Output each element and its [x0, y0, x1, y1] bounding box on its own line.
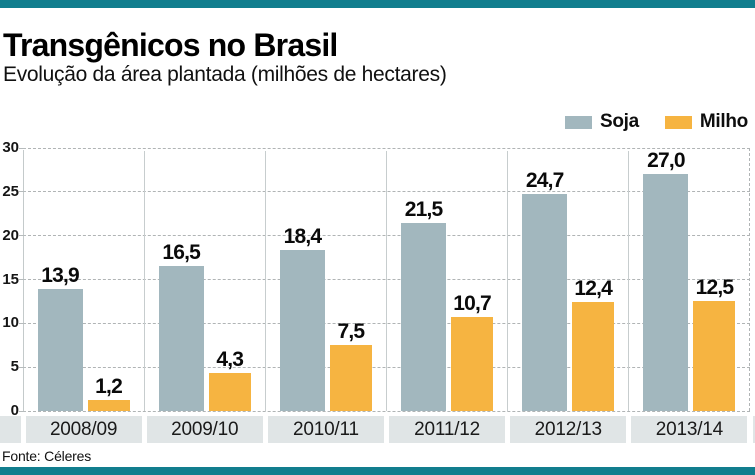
- bar-soja-2009/10: 16,5: [158, 241, 204, 411]
- milho-bar: [451, 317, 494, 411]
- y-tick-15: [19, 279, 26, 280]
- soja-bar: [401, 222, 447, 411]
- milho-bar: [329, 345, 372, 411]
- y-axis-line: [23, 150, 24, 411]
- band-seg-2012/13: [510, 416, 627, 443]
- y-tick-0: [19, 410, 26, 412]
- bar-value-label: 10,7: [453, 292, 491, 316]
- band-seg-2013/14: [631, 416, 748, 443]
- bar-group-2010/11: 18,4 7,5: [265, 148, 386, 411]
- milho-bar: [87, 400, 130, 411]
- legend-item-milho: Milho: [664, 111, 748, 133]
- bar-soja-2011/12: 21,5: [401, 198, 447, 411]
- bar-group-2011/12: 21,5 10,7: [387, 148, 508, 411]
- group-separator: [628, 151, 630, 411]
- band-seg-2009/10: [146, 416, 263, 443]
- bar-chart: 13,9 1,2 16,5 4,3 18,4 7,5 21,5 10,7 24,7 12,4 27,…: [0, 140, 755, 420]
- bar-soja-2008/09: 13,9: [37, 264, 83, 411]
- group-separator: [386, 151, 387, 411]
- legend-label-milho: Milho: [699, 111, 748, 132]
- bar-value-label: 27,0: [647, 149, 685, 173]
- y-tick-20: [19, 235, 26, 237]
- y-axis-label-10: 10: [2, 314, 19, 332]
- bar-value-label: 24,7: [525, 169, 564, 193]
- bar-value-label: 12,4: [574, 277, 613, 301]
- y-axis-label-0: 0: [10, 402, 19, 419]
- bar-milho-2012/13: 12,4: [572, 277, 615, 411]
- milho-swatch-icon: [664, 115, 692, 129]
- milho-bar: [693, 301, 736, 411]
- x-axis-label-2012/13: 2012/13: [534, 419, 602, 440]
- band-seg-2010/11: [267, 416, 384, 443]
- x-axis-label-2008/09: 2008/09: [49, 419, 118, 440]
- gridline-30: [23, 147, 750, 149]
- bar-milho-2008/09: 1,2: [87, 375, 130, 411]
- page-subtitle: Evolução da área plantada (milhões de he…: [3, 63, 447, 86]
- soja-bar: [522, 194, 568, 411]
- milho-bar: [572, 302, 615, 411]
- soja-bar: [37, 289, 83, 411]
- group-separator: [264, 151, 266, 411]
- bottom-rule: [0, 467, 755, 475]
- x-axis-label-2009/10: 2009/10: [171, 419, 239, 440]
- bar-soja-2012/13: 24,7: [522, 169, 568, 411]
- bar-value-label: 18,4: [283, 224, 322, 248]
- y-axis-label-30: 30: [2, 139, 19, 156]
- y-axis-label-5: 5: [10, 358, 19, 376]
- y-tick-30: [19, 147, 26, 149]
- milho-bar: [208, 373, 251, 411]
- y-tick-10: [19, 322, 26, 324]
- bar-milho-2011/12: 10,7: [451, 292, 494, 411]
- group-separator: [143, 151, 145, 411]
- bar-group-2012/13: 24,7 12,4: [508, 148, 629, 411]
- bar-milho-2009/10: 4,3: [208, 348, 251, 411]
- bar-value-label: 1,2: [95, 375, 123, 399]
- bar-value-label: 13,9: [41, 264, 79, 288]
- x-axis-label-2011/12: 2011/12: [414, 419, 481, 440]
- band-right-stub: [752, 416, 755, 443]
- category-band: 2008/09 2009/10 2010/11 2011/12 2012/13 2013/…: [0, 416, 755, 443]
- bar-value-label: 12,5: [695, 276, 734, 300]
- bar-group-2009/10: 16,5 4,3: [144, 148, 265, 411]
- y-tick-5: [19, 366, 26, 368]
- x-axis-label-2010/11: 2010/11: [292, 419, 359, 440]
- bar-value-label: 4,3: [216, 348, 244, 372]
- y-axis-label-25: 25: [2, 182, 19, 200]
- bar-value-label: 7,5: [337, 320, 366, 344]
- bar-soja-2010/11: 18,4: [279, 225, 325, 411]
- bar-milho-2013/14: 12,5: [693, 276, 736, 411]
- band-seg-2011/12: [389, 416, 506, 443]
- legend-item-soja: Soja: [564, 111, 639, 133]
- bar-milho-2010/11: 7,5: [329, 320, 372, 411]
- y-tick-25: [19, 191, 26, 193]
- y-axis-label-20: 20: [2, 226, 19, 244]
- group-separator: [507, 151, 509, 411]
- band-seg-2008/09: [25, 416, 142, 443]
- source-note: Fonte: Céleres: [2, 448, 92, 464]
- soja-bar: [279, 249, 325, 411]
- bar-soja-2013/14: 27,0: [643, 149, 689, 411]
- gridline-0: [23, 410, 750, 412]
- y-axis-label-15: 15: [2, 270, 19, 288]
- legend: Soja Milho: [564, 111, 748, 133]
- bar-group-2008/09: 13,9 1,2: [23, 148, 144, 411]
- page-title: Transgênicos no Brasil: [3, 27, 338, 63]
- x-axis-label-2013/14: 2013/14: [655, 419, 724, 440]
- plot-area: 13,9 1,2 16,5 4,3 18,4 7,5 21,5 10,7 24,7 12,4 27,…: [19, 147, 750, 412]
- top-rule: [0, 0, 755, 8]
- bar-group-2013/14: 27,0 12,5: [629, 148, 750, 411]
- bar-value-label: 16,5: [162, 241, 201, 265]
- soja-swatch-icon: [564, 115, 592, 129]
- legend-label-soja: Soja: [599, 111, 639, 132]
- soja-bar: [643, 174, 689, 411]
- soja-bar: [158, 266, 204, 411]
- bar-value-label: 21,5: [404, 197, 443, 221]
- band-left-stub: [0, 416, 21, 443]
